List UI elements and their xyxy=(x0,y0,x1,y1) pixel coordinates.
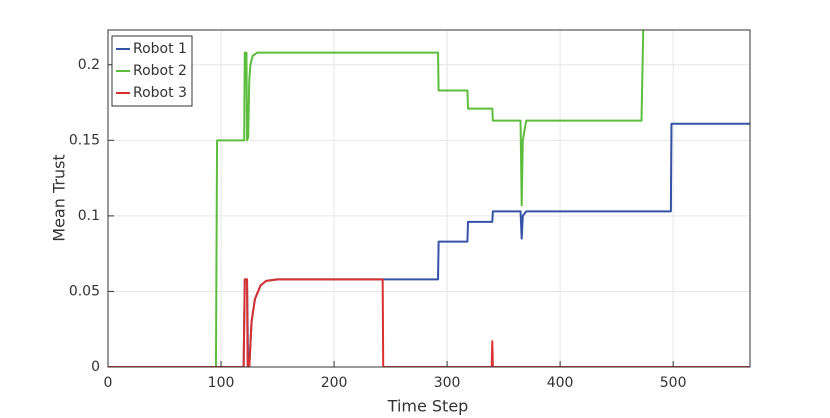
legend-label: Robot 1 xyxy=(133,41,187,57)
x-tick-label: 100 xyxy=(208,375,235,391)
x-tick-label: 200 xyxy=(321,375,348,391)
plot-frame xyxy=(107,29,751,368)
y-tick-label: 0.1 xyxy=(78,208,100,224)
x-tick-label: 500 xyxy=(660,375,687,391)
legend-label: Robot 2 xyxy=(133,63,187,79)
series-line xyxy=(108,30,645,367)
x-axis-label: Time Step xyxy=(387,397,469,416)
x-tick-label: 0 xyxy=(104,375,113,391)
legend-label: Robot 3 xyxy=(133,85,187,101)
y-tick-label: 0 xyxy=(91,359,100,375)
x-tick-label: 400 xyxy=(547,375,574,391)
ticks: 0 100 200 300 400 500 0 0.05 0.1 0.15 0.2 xyxy=(69,57,687,391)
x-tick-label: 300 xyxy=(434,375,461,391)
plot-area xyxy=(108,30,750,367)
legend: Robot 1 Robot 2 Robot 3 xyxy=(111,35,193,107)
y-axis-label: Mean Trust xyxy=(50,154,69,241)
y-tick-label: 0.05 xyxy=(69,283,100,299)
legend-box xyxy=(111,35,193,107)
lines xyxy=(108,30,750,367)
series-line xyxy=(108,278,750,367)
y-tick-label: 0.2 xyxy=(78,57,100,73)
y-tick-label: 0.15 xyxy=(69,132,100,148)
